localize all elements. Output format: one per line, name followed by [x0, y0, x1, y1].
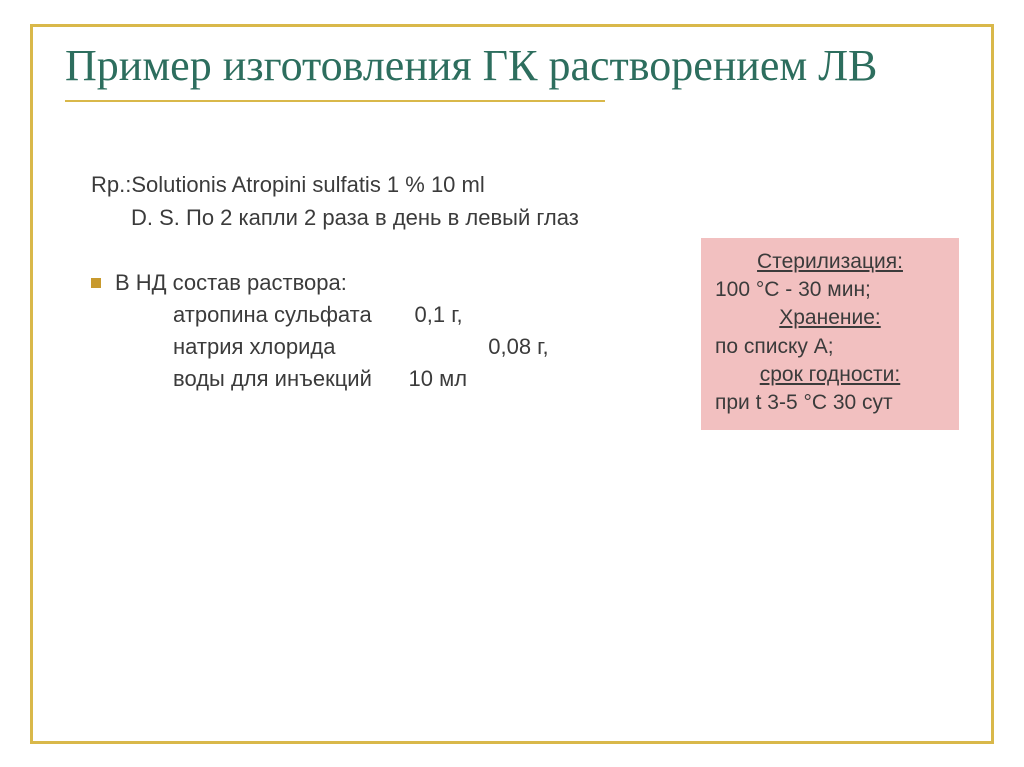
shelf-life-label: срок годности: — [760, 363, 901, 386]
composition-line: натрия хлорида 0,08 г, — [173, 334, 681, 360]
slide: Пример изготовления ГК растворением ЛВ R… — [0, 0, 1024, 767]
composition-line: атропина сульфата 0,1 г, — [173, 302, 681, 328]
ds-line: D. S. По 2 капли 2 раза в день в левый г… — [131, 204, 681, 233]
composition-heading: В НД состав раствора: — [115, 270, 347, 296]
storage-value: по списку А; — [715, 333, 945, 361]
slide-frame: Пример изготовления ГК растворением ЛВ R… — [30, 24, 994, 744]
shelf-life-value: при t 3-5 °С 30 сут — [715, 389, 945, 417]
rp-line: Rp.:Solutionis Atropini sulfatis 1 % 10 … — [91, 172, 681, 198]
composition-heading-item: В НД состав раствора: — [91, 270, 681, 296]
storage-label: Хранение: — [779, 306, 880, 329]
sterilization-value: 100 °С - 30 мин; — [715, 276, 945, 304]
slide-title: Пример изготовления ГК растворением ЛВ — [65, 41, 959, 92]
title-underline — [65, 100, 605, 102]
left-column: Rp.:Solutionis Atropini sulfatis 1 % 10 … — [65, 172, 701, 399]
bullet-icon — [91, 278, 101, 288]
composition-line: воды для инъекций 10 мл — [173, 366, 681, 392]
sterilization-label: Стерилизация: — [757, 250, 903, 273]
content-area: Rp.:Solutionis Atropini sulfatis 1 % 10 … — [65, 172, 959, 430]
info-box: Стерилизация: 100 °С - 30 мин; Хранение:… — [701, 238, 959, 430]
